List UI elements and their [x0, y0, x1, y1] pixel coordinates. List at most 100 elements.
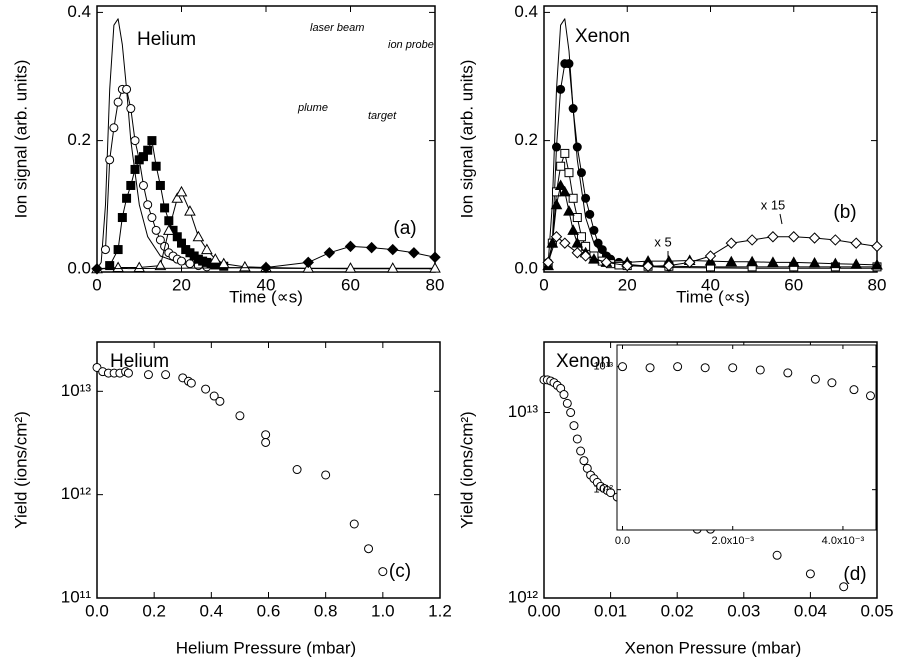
- marker: [839, 582, 849, 592]
- marker: [783, 368, 793, 378]
- marker: [117, 213, 127, 223]
- y-axis-title: Ion signal (arb. units): [11, 60, 30, 219]
- marker: [147, 136, 157, 146]
- x-tick-label: 0.04: [794, 601, 827, 620]
- marker: [559, 237, 571, 249]
- y-axis-title: Ion signal (arb. units): [457, 60, 476, 219]
- marker: [808, 232, 821, 244]
- marker: [160, 203, 170, 213]
- marker: [192, 230, 205, 242]
- plot-frame: [96, 341, 441, 599]
- annotation: x 15: [761, 197, 786, 212]
- x-tick-label: 0.0: [615, 535, 630, 547]
- marker: [550, 231, 563, 243]
- marker: [700, 363, 710, 373]
- marker: [568, 104, 578, 114]
- marker: [642, 260, 654, 272]
- marker: [161, 370, 171, 380]
- marker: [260, 261, 272, 274]
- marker: [581, 193, 591, 203]
- marker: [808, 256, 821, 268]
- x-tick-label: 0.6: [257, 601, 281, 620]
- marker: [151, 161, 161, 171]
- marker: [597, 245, 607, 255]
- marker: [746, 255, 758, 267]
- marker: [215, 396, 225, 406]
- diagram-label: laser beam: [310, 22, 364, 34]
- marker: [865, 391, 875, 401]
- x-tick-label: 0.02: [661, 601, 694, 620]
- diagram-label: ion probe: [388, 39, 434, 51]
- annotation: (d): [843, 564, 866, 585]
- plot-frame: [616, 344, 877, 531]
- marker: [201, 243, 213, 255]
- marker: [185, 259, 195, 269]
- marker: [556, 84, 566, 94]
- marker: [559, 390, 569, 400]
- marker: [177, 256, 186, 266]
- marker: [261, 437, 271, 447]
- marker: [871, 258, 883, 270]
- y-tick-label: 10¹¹: [61, 587, 92, 606]
- marker: [126, 180, 136, 190]
- marker: [767, 231, 779, 243]
- x-tick-label: 0: [539, 275, 548, 294]
- marker: [155, 235, 165, 245]
- x-tick-label: 0.0: [85, 601, 109, 620]
- marker: [850, 237, 862, 249]
- x-tick-label: 1.0: [371, 601, 395, 620]
- marker: [871, 240, 883, 253]
- x-tick-label: 0.2: [142, 601, 166, 620]
- marker: [673, 362, 683, 372]
- marker: [147, 213, 157, 223]
- marker: [805, 569, 815, 579]
- marker: [576, 168, 586, 178]
- marker: [344, 262, 357, 273]
- y-tick-label: 0.0: [67, 258, 91, 277]
- panel: 0.0 2.0x10⁻³ 4.0x10⁻³ 10¹² 10¹³: [593, 344, 877, 547]
- marker: [126, 104, 136, 114]
- marker: [589, 225, 599, 235]
- annotation: Xenon: [575, 26, 630, 47]
- marker: [850, 258, 863, 269]
- x-tick-label: 1.2: [428, 601, 452, 620]
- marker: [572, 213, 582, 223]
- y-tick-label: 10¹³: [593, 361, 613, 373]
- x-tick-label: 0: [92, 275, 101, 294]
- marker: [292, 465, 302, 475]
- marker: [113, 97, 123, 107]
- marker: [772, 550, 782, 560]
- marker: [606, 488, 616, 498]
- marker: [562, 398, 572, 408]
- marker: [155, 180, 165, 190]
- annotation: (a): [393, 218, 416, 239]
- marker: [429, 262, 441, 273]
- marker: [122, 84, 132, 94]
- marker: [829, 257, 842, 269]
- marker: [571, 247, 584, 259]
- marker: [788, 231, 800, 243]
- y-tick-label: 10¹²: [593, 484, 613, 496]
- marker: [209, 391, 219, 401]
- marker: [849, 385, 859, 395]
- marker: [542, 256, 554, 269]
- marker: [810, 374, 820, 384]
- y-tick-label: 10¹²: [508, 587, 539, 606]
- marker: [408, 247, 420, 259]
- y-tick-label: 0.4: [514, 2, 538, 21]
- marker: [556, 161, 566, 171]
- marker: [184, 205, 196, 216]
- marker: [572, 142, 582, 152]
- x-tick-label: 20: [618, 275, 637, 294]
- y-axis-title: Yield (ions/cm²): [11, 411, 30, 528]
- marker: [209, 253, 222, 264]
- x-tick-label: 0.8: [314, 601, 338, 620]
- x-tick-label: 80: [868, 275, 887, 294]
- x-tick-label: 0.03: [727, 601, 760, 620]
- annotation: Helium: [110, 351, 169, 372]
- marker: [572, 434, 582, 444]
- marker: [386, 262, 399, 273]
- x-axis-title: Helium Pressure (mbar): [176, 638, 356, 657]
- marker: [564, 168, 574, 178]
- marker: [143, 370, 153, 380]
